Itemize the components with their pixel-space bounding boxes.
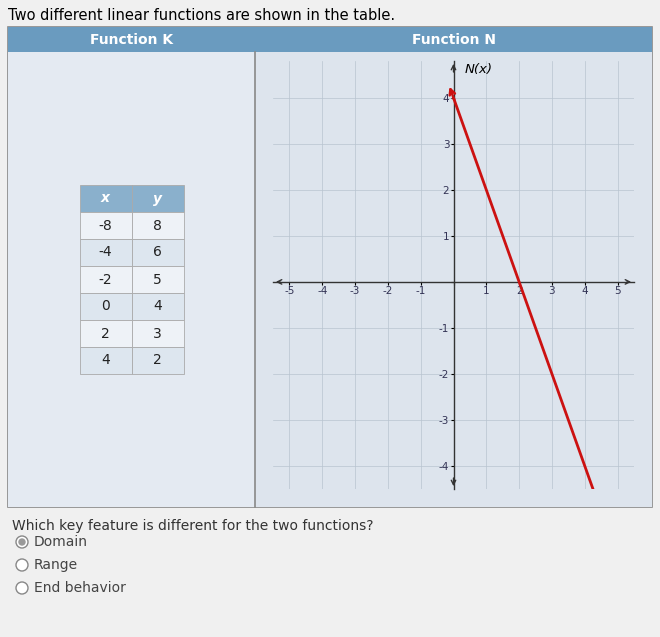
Text: x: x	[101, 192, 110, 206]
Bar	[255, 52, 652, 507]
Circle shape	[16, 536, 28, 548]
Bar	[79, 185, 131, 212]
Circle shape	[16, 582, 28, 594]
Bar	[131, 239, 183, 266]
Text: Function N: Function N	[411, 32, 496, 47]
Text: Domain: Domain	[34, 535, 88, 549]
Text: Two different linear functions are shown in the table.: Two different linear functions are shown…	[8, 8, 395, 22]
Text: 6: 6	[153, 245, 162, 259]
Circle shape	[16, 559, 28, 571]
Bar	[79, 347, 131, 374]
Text: End behavior: End behavior	[34, 581, 126, 595]
Bar	[131, 266, 183, 293]
Bar	[8, 52, 255, 507]
Text: N(x): N(x)	[465, 63, 493, 76]
Text: Range: Range	[34, 558, 78, 572]
Text: 4: 4	[153, 299, 162, 313]
Text: 2: 2	[101, 327, 110, 341]
Bar	[131, 320, 183, 347]
Bar	[8, 27, 255, 52]
Bar	[79, 266, 131, 293]
Text: 3: 3	[153, 327, 162, 341]
Bar	[131, 293, 183, 320]
Bar	[131, 347, 183, 374]
Text: 5: 5	[153, 273, 162, 287]
Bar	[79, 320, 131, 347]
Bar	[79, 212, 131, 239]
Bar	[131, 212, 183, 239]
Text: Function K: Function K	[90, 32, 173, 47]
Text: y: y	[153, 192, 162, 206]
Bar	[8, 27, 652, 507]
Text: -4: -4	[99, 245, 112, 259]
Text: 2: 2	[153, 354, 162, 368]
Text: 0: 0	[101, 299, 110, 313]
Bar	[79, 293, 131, 320]
Text: -8: -8	[98, 218, 112, 233]
Bar	[79, 239, 131, 266]
Bar	[255, 27, 652, 52]
Text: 4: 4	[101, 354, 110, 368]
Text: -2: -2	[99, 273, 112, 287]
Circle shape	[19, 539, 25, 545]
Bar	[131, 185, 183, 212]
Text: Which key feature is different for the two functions?: Which key feature is different for the t…	[12, 519, 374, 533]
Text: 8: 8	[153, 218, 162, 233]
